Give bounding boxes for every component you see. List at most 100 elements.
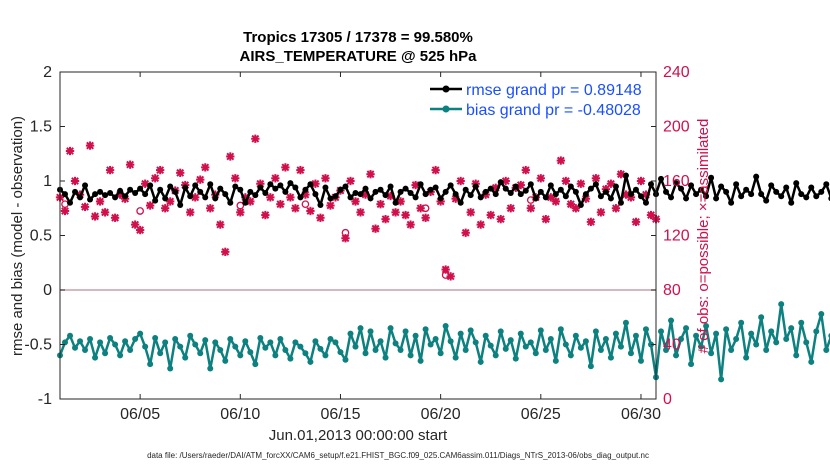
bias-point xyxy=(758,314,765,321)
rmse-point xyxy=(552,191,559,198)
rmse-point xyxy=(232,183,239,190)
bias-point xyxy=(602,336,609,343)
bias-point xyxy=(607,354,614,361)
bias-point xyxy=(547,336,554,343)
rmse-point xyxy=(763,197,770,204)
rmse-point xyxy=(808,184,815,191)
bias-point xyxy=(592,328,599,335)
bias-point xyxy=(112,341,119,348)
rmse-point xyxy=(723,188,730,195)
bias-point xyxy=(522,343,529,350)
rmse-point xyxy=(537,188,544,195)
obs-assimilated-marker xyxy=(176,168,185,177)
y-left-tick-label: 1.5 xyxy=(30,119,52,136)
rmse-point xyxy=(187,193,194,200)
bias-point xyxy=(452,354,459,361)
obs-assimilated-marker xyxy=(401,210,410,220)
bias-point xyxy=(637,357,644,364)
rmse-point xyxy=(768,182,775,189)
bias-point xyxy=(537,327,544,334)
obs-assimilated-marker xyxy=(80,202,90,212)
series-lines xyxy=(57,172,830,383)
bias-point xyxy=(472,339,479,346)
bias-point xyxy=(768,328,775,335)
rmse-point xyxy=(142,191,149,198)
rmse-point xyxy=(287,180,294,187)
obs-assimilated-marker xyxy=(236,208,245,217)
obs-assimilated-marker xyxy=(60,206,70,216)
chart-title-line1: Tropics 17305 / 17378 = 99.580% xyxy=(243,29,473,46)
bias-point xyxy=(673,352,680,359)
rmse-point xyxy=(713,195,720,202)
rmse-point xyxy=(778,193,785,200)
bias-point xyxy=(813,328,820,335)
obs-assimilated-marker xyxy=(281,163,290,172)
bias-point xyxy=(693,332,700,339)
rmse-point xyxy=(693,191,700,198)
rmse-point xyxy=(442,188,449,195)
obs-assimilated-marker xyxy=(296,165,305,175)
rmse-point xyxy=(97,188,104,195)
obs-assimilated-marker xyxy=(561,176,571,186)
obs-assimilated-marker xyxy=(496,214,505,224)
legend-box xyxy=(426,78,648,120)
x-axis-label: Jun.01,2013 00:00:00 start xyxy=(269,427,448,444)
bias-point xyxy=(502,345,509,352)
obs-assimilated-marker xyxy=(526,204,535,213)
obs-assimilated-marker xyxy=(125,160,135,169)
obs-assimilated-marker xyxy=(556,156,566,165)
bias-point xyxy=(257,334,264,341)
rmse-point xyxy=(733,181,740,188)
bias-point xyxy=(242,338,249,345)
rmse-point xyxy=(803,194,810,201)
bias-point xyxy=(818,310,825,317)
bias-point xyxy=(683,325,690,332)
bias-point xyxy=(663,346,670,353)
bias-point xyxy=(567,352,574,359)
bias-point xyxy=(117,352,124,359)
rmse-point xyxy=(427,186,434,193)
rmse-point xyxy=(92,191,99,198)
bias-point xyxy=(803,339,810,346)
bias-point xyxy=(247,349,254,356)
rmse-point xyxy=(267,181,274,188)
bias-point xyxy=(207,365,214,372)
rmse-point xyxy=(728,199,735,206)
bias-point xyxy=(72,344,79,351)
rmse-point xyxy=(708,174,715,181)
rmse-point xyxy=(577,201,584,208)
bias-point xyxy=(337,349,344,356)
bias-point xyxy=(487,342,494,349)
y-axis-left-label: rmse and bias (model - observation) xyxy=(9,116,26,356)
rmse-point xyxy=(642,199,649,206)
bias-point xyxy=(492,352,499,359)
legend-bias-label: bias grand pr = -0.48028 xyxy=(466,102,641,119)
bias-point xyxy=(632,332,639,339)
rmse-point xyxy=(277,182,284,189)
rmse-point xyxy=(352,189,359,196)
rmse-point xyxy=(347,194,354,201)
bias-point xyxy=(587,363,594,370)
x-tick-label: 06/20 xyxy=(421,406,461,423)
rmse-point xyxy=(432,184,439,191)
rmse-point xyxy=(132,189,139,196)
rmse-point xyxy=(337,186,344,193)
rmse-point xyxy=(272,185,279,192)
bias-point xyxy=(332,339,339,346)
bias-line xyxy=(58,302,830,381)
rmse-point xyxy=(157,186,164,193)
obs-assimilated-marker xyxy=(135,225,145,235)
bias-point xyxy=(147,361,154,368)
obs-possible-marker xyxy=(341,228,350,237)
rmse-point xyxy=(467,192,474,199)
footer-data-file: data file: /Users/raeder/DAI/ATM_forcXX/… xyxy=(147,451,649,460)
y-right-tick-label: 240 xyxy=(663,64,690,81)
bias-point xyxy=(422,326,429,333)
bias-point xyxy=(678,336,685,343)
bias-point xyxy=(87,336,94,343)
rmse-point xyxy=(547,182,554,189)
rmse-point xyxy=(72,188,79,195)
y-right-tick-label: 80 xyxy=(663,282,681,299)
y-left-tick-label: -0.5 xyxy=(24,337,52,354)
obs-assimilated-marker xyxy=(456,176,465,186)
